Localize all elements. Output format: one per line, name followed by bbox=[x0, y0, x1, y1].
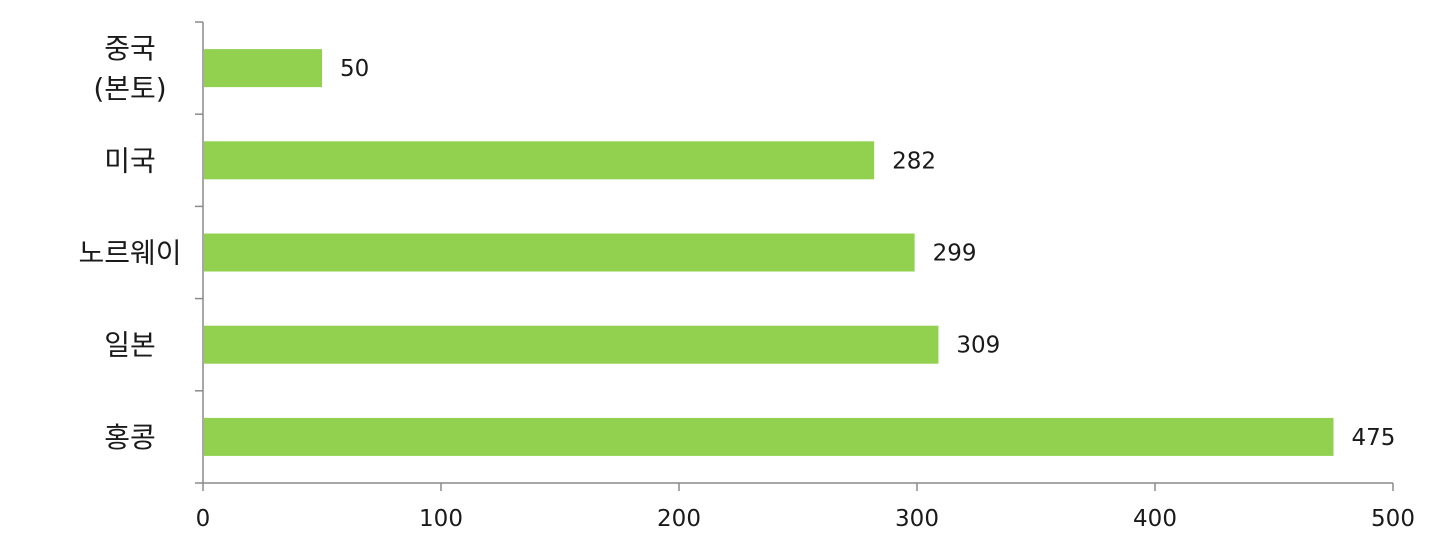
x-tick-label: 200 bbox=[657, 506, 701, 532]
category-label: 홍콩 bbox=[104, 421, 156, 454]
bars-group bbox=[204, 49, 1334, 456]
category-label: 미국 bbox=[104, 144, 156, 177]
category-label: (본토) bbox=[93, 72, 166, 105]
value-label: 50 bbox=[340, 56, 369, 82]
y-tick-marks-group bbox=[195, 21, 203, 484]
value-labels-group: 50 282 299 309 475 bbox=[340, 56, 1395, 451]
category-label: 일본 bbox=[104, 329, 156, 362]
bar bbox=[204, 49, 322, 88]
bar bbox=[204, 233, 915, 272]
value-label: 282 bbox=[892, 148, 936, 174]
x-tick-label: 500 bbox=[1371, 506, 1415, 532]
x-tick-labels-group: 0 100 200 300 400 500 bbox=[196, 506, 1415, 532]
category-label: 노르웨이 bbox=[78, 237, 181, 270]
x-tick-label: 0 bbox=[196, 506, 211, 532]
x-tick-marks-group bbox=[202, 483, 1394, 491]
axes-group bbox=[202, 22, 1393, 484]
x-tick-label: 300 bbox=[895, 506, 939, 532]
value-label: 299 bbox=[933, 241, 977, 267]
value-label: 475 bbox=[1352, 425, 1396, 451]
value-label: 309 bbox=[956, 333, 1000, 359]
bar bbox=[204, 141, 875, 180]
category-label: 중국 bbox=[104, 32, 156, 65]
x-tick-label: 400 bbox=[1133, 506, 1177, 532]
bar bbox=[204, 417, 1334, 456]
x-tick-label: 100 bbox=[419, 506, 463, 532]
bar bbox=[204, 325, 939, 364]
